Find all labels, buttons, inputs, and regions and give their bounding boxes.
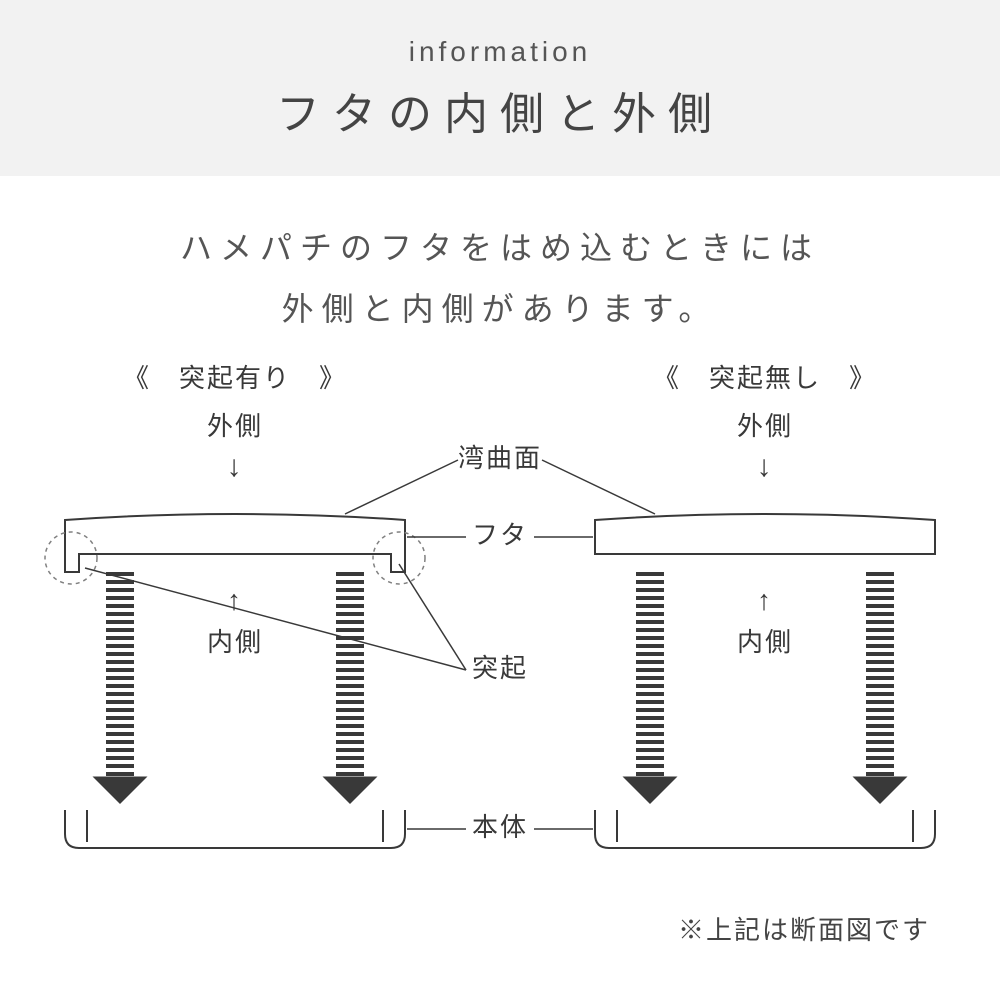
svg-text:《 突起無し 》: 《 突起無し 》 (653, 362, 877, 392)
svg-text:フタ: フタ (472, 519, 528, 549)
header-title: フタの内側と外側 (0, 78, 1000, 142)
footnote: ※上記は断面図です (0, 910, 1000, 947)
svg-text:内側: 内側 (737, 626, 793, 656)
svg-text:↑: ↑ (227, 584, 243, 615)
diagram: 《 突起有り 》《 突起無し 》外側↓外側↓↑内側↑内側湾曲面フタ突起本体 (0, 350, 1000, 910)
diagram-svg: 《 突起有り 》《 突起無し 》外側↓外側↓↑内側↑内側湾曲面フタ突起本体 (0, 350, 1000, 910)
svg-text:↓: ↓ (227, 450, 244, 483)
svg-text:↓: ↓ (757, 450, 774, 483)
lead-text: ハメパチのフタをはめ込むときには 外側と内側があります。 (0, 176, 1000, 350)
svg-text:外側: 外側 (207, 410, 263, 440)
svg-text:突起: 突起 (472, 652, 528, 682)
svg-text:《 突起有り 》: 《 突起有り 》 (123, 362, 347, 392)
svg-text:内側: 内側 (207, 626, 263, 656)
svg-text:本体: 本体 (472, 811, 528, 841)
svg-text:外側: 外側 (737, 410, 793, 440)
svg-text:湾曲面: 湾曲面 (458, 442, 542, 472)
header-eyebrow: information (0, 36, 1000, 68)
lead-line1: ハメパチのフタをはめ込むときには (180, 230, 820, 266)
svg-text:↑: ↑ (757, 584, 773, 615)
header: information フタの内側と外側 (0, 0, 1000, 176)
lead-line2: 外側と内側があります。 (282, 291, 719, 327)
